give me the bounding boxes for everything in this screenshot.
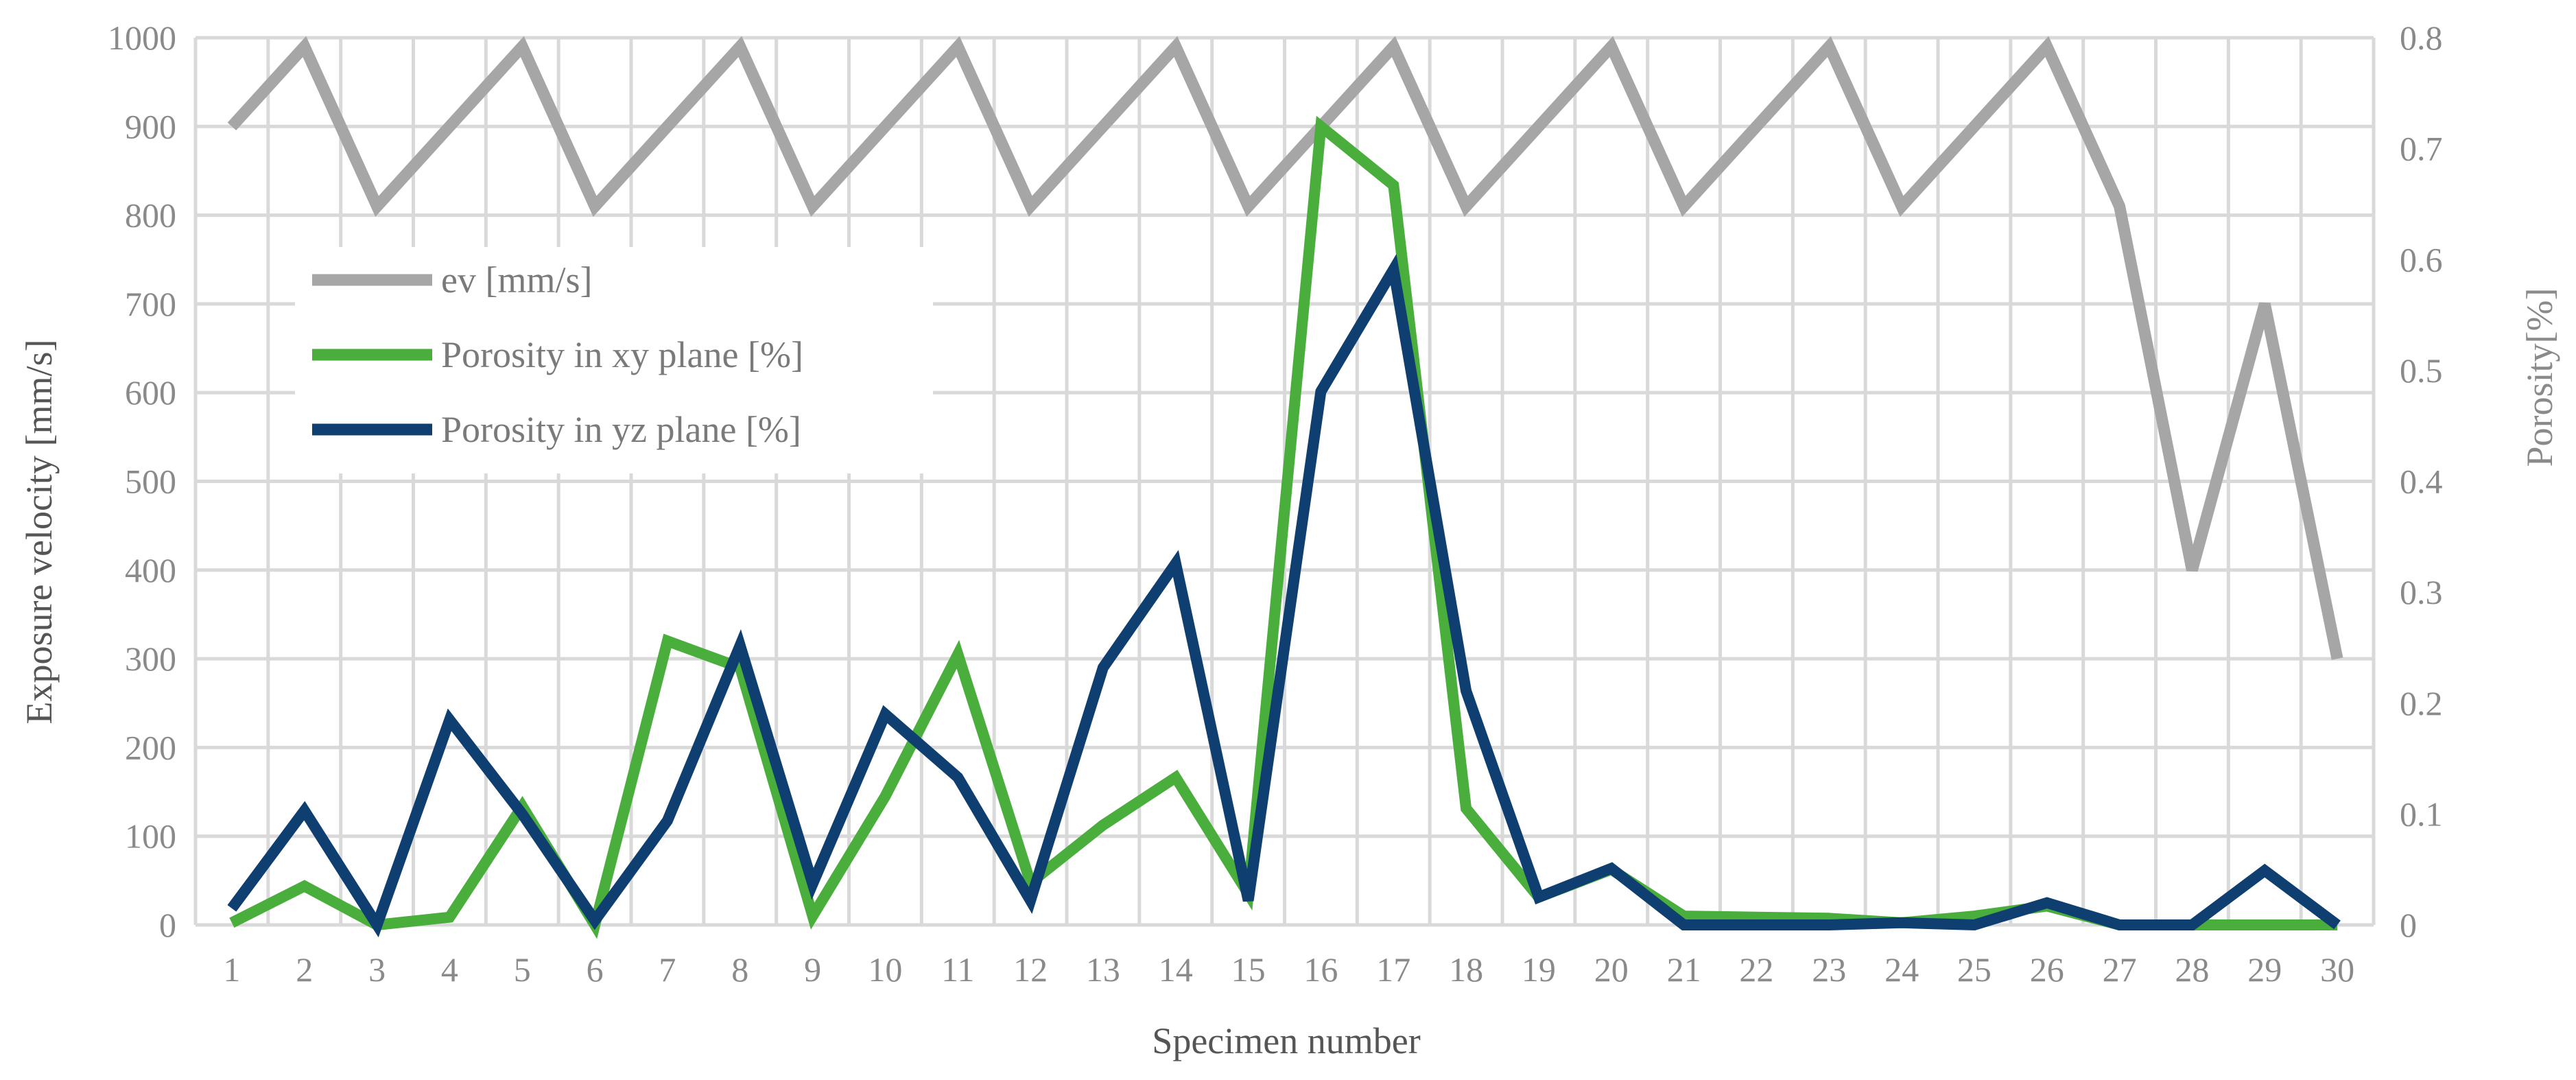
left-y-axis-ticks: 0 100 200 300 400 500 600 700 800 900 1000 [108,19,176,944]
x-tick-label: 30 [2320,950,2354,989]
x-tick-label: 27 [2103,950,2137,989]
x-tick-label: 24 [1884,950,1919,989]
legend-label: Porosity in yz plane [%] [441,409,801,450]
x-tick-label: 26 [2030,950,2064,989]
x-tick-label: 23 [1812,950,1846,989]
x-tick-label: 18 [1449,950,1483,989]
x-tick-label: 17 [1376,950,1410,989]
x-tick-label: 3 [368,950,386,989]
x-tick-label: 16 [1303,950,1338,989]
left-tick-label: 900 [125,107,176,145]
series-layer [227,36,2343,939]
x-tick-label: 29 [2247,950,2282,989]
x-tick-label: 7 [659,950,676,989]
left-y-axis-title: Exposure velocity [mm/s] [19,340,60,725]
right-tick-label: 0.2 [2400,684,2443,723]
left-tick-label: 700 [125,285,176,323]
right-y-axis-title: Porosity[%] [2519,288,2560,467]
right-tick-label: 0 [2400,906,2417,944]
right-tick-label: 0.8 [2400,19,2443,57]
left-tick-label: 600 [125,373,176,412]
x-tick-label: 14 [1159,950,1193,989]
x-tick-label: 8 [731,950,748,989]
right-tick-label: 0.4 [2400,462,2443,501]
left-tick-label: 400 [125,551,176,589]
x-tick-label: 1 [223,950,240,989]
left-tick-label: 800 [125,196,176,235]
left-tick-label: 500 [125,462,176,501]
x-axis-title: Specimen number [1152,1020,1420,1061]
x-tick-label: 6 [587,950,604,989]
x-tick-label: 5 [514,950,531,989]
left-tick-label: 300 [125,639,176,678]
x-tick-label: 22 [1739,950,1773,989]
x-axis-ticks: 1 2 3 4 5 6 7 8 9 10 11 12 13 14 15 16 17 18 19 20 21 22 23 24 2… [223,950,2354,989]
x-tick-label: 2 [296,950,313,989]
right-y-axis-ticks: 0 0.1 0.2 0.3 0.4 0.5 0.6 0.7 0.8 [2400,19,2443,944]
series-line-3 [227,254,2341,938]
x-tick-label: 21 [1667,950,1701,989]
x-tick-label: 15 [1231,950,1266,989]
left-tick-label: 200 [125,728,176,766]
x-tick-label: 12 [1013,950,1048,989]
legend-label: ev [mm/s] [441,259,592,301]
x-tick-label: 4 [441,950,458,989]
x-tick-label: 19 [1522,950,1556,989]
right-tick-label: 0.1 [2400,795,2443,833]
x-tick-label: 28 [2175,950,2209,989]
x-tick-label: 13 [1086,950,1120,989]
x-tick-label: 25 [1957,950,1992,989]
x-tick-label: 10 [868,950,902,989]
right-tick-label: 0.5 [2400,351,2443,390]
x-tick-label: 11 [941,950,974,989]
x-tick-label: 20 [1594,950,1629,989]
left-tick-label: 100 [125,817,176,856]
right-tick-label: 0.6 [2400,240,2443,279]
series-line-1 [227,36,2343,660]
x-tick-label: 9 [804,950,821,989]
right-tick-label: 0.7 [2400,130,2443,168]
legend-label: Porosity in xy plane [%] [441,334,803,375]
left-tick-label: 1000 [108,19,176,57]
left-tick-label: 0 [159,906,176,944]
right-tick-label: 0.3 [2400,573,2443,611]
legend: ev [mm/s] Porosity in xy plane [%] Porosit… [295,247,933,473]
